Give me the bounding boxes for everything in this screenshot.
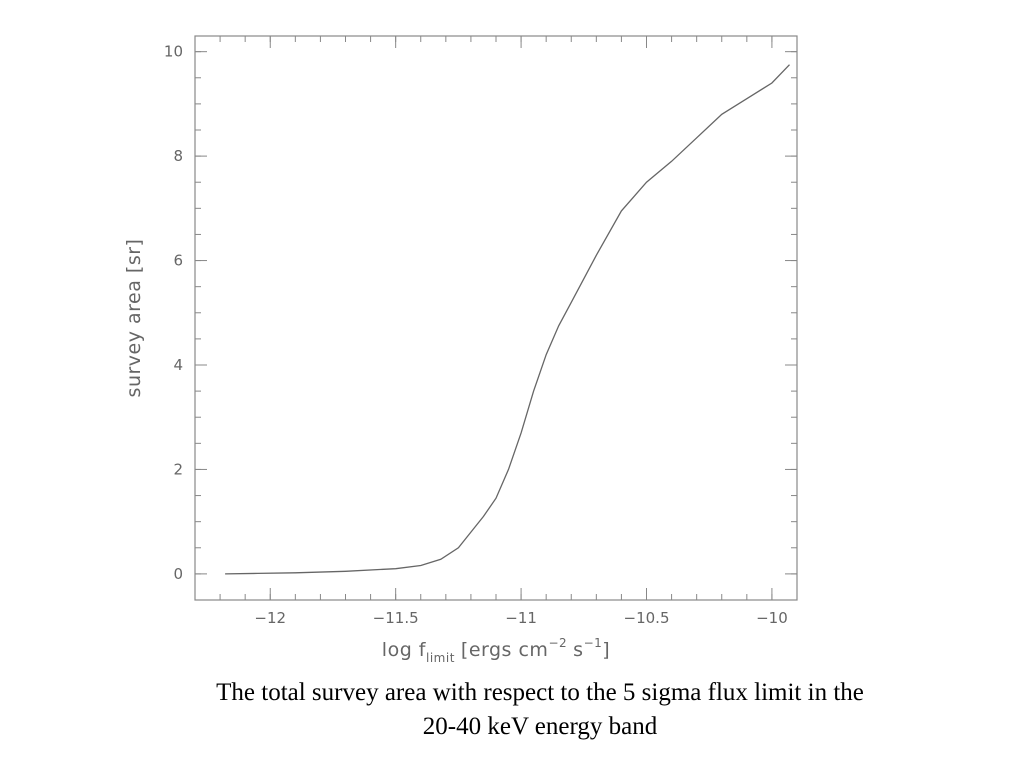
survey-area-curve xyxy=(225,64,790,575)
figure-caption: The total survey area with respect to th… xyxy=(120,676,960,744)
y-tick-label: 8 xyxy=(173,147,183,165)
x-axis-label-cm-exponent: −2 xyxy=(548,636,567,650)
x-axis-label-subscript: limit xyxy=(426,651,455,665)
plot-frame xyxy=(194,35,798,601)
x-tick-label: −10.5 xyxy=(624,609,670,627)
y-tick-label: 4 xyxy=(173,356,183,374)
x-axis-label-s: s xyxy=(573,639,583,661)
survey-area-chart: −12 −11.5 −11 −10.5 −10 0 2 4 6 8 10 survey area [… xyxy=(123,35,798,665)
caption-line-2: 20-40 keV energy band xyxy=(422,713,658,740)
caption-line-1: The total survey area with respect to th… xyxy=(216,679,864,706)
minor-ticks xyxy=(194,36,798,601)
x-axis-label-s-exponent: −1 xyxy=(584,636,603,650)
y-tick-label: 6 xyxy=(173,252,183,270)
x-axis-label: log flimit [ergs cm−2 s−1] xyxy=(382,636,610,665)
y-tick-label: 10 xyxy=(164,43,183,61)
y-axis-label: survey area [sr] xyxy=(123,239,145,398)
x-tick-label: −11 xyxy=(505,609,537,627)
x-tick-label: −12 xyxy=(254,609,286,627)
y-tick-label: 2 xyxy=(173,460,183,478)
x-axis-label-units-close: ] xyxy=(602,639,610,661)
x-tick-label: −11.5 xyxy=(373,609,419,627)
x-axis-label-units-open: [ergs cm xyxy=(461,639,549,661)
tick-labels: −12 −11.5 −11 −10.5 −10 0 2 4 6 8 10 xyxy=(164,43,788,627)
x-tick-label: −10 xyxy=(756,609,788,627)
x-axis-label-prefix: log f xyxy=(382,639,427,661)
y-tick-label: 0 xyxy=(173,565,183,583)
major-ticks xyxy=(195,36,797,600)
